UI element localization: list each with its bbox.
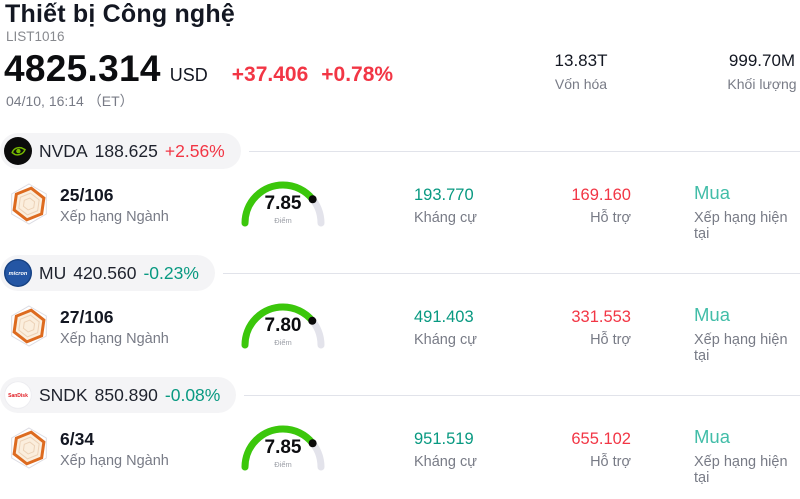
hexagon-rank-badge-icon: [11, 305, 47, 347]
score-gauge: 7.85 Điểm: [237, 417, 329, 479]
stock-header: micron MU 420.560 -0.23%: [0, 255, 800, 291]
resistance-value: 951.519: [414, 430, 474, 448]
stock-symbol: MU: [39, 262, 67, 283]
score-gauge: 7.85 Điểm: [237, 173, 329, 235]
divider-line: [248, 150, 800, 152]
support-column: 169.160 Hỗ trợ: [500, 186, 631, 226]
stock-symbol: SNDK: [39, 384, 88, 405]
svg-text:SanDisk: SanDisk: [8, 393, 28, 399]
resistance-label: Kháng cự: [414, 332, 477, 348]
resistance-column: 193.770 Kháng cự: [414, 186, 477, 226]
rating-label: Xếp hạng hiện tại: [694, 454, 788, 486]
support-label: Hỗ trợ: [590, 332, 631, 348]
page-title: Thiết bị Công nghệ: [5, 0, 235, 28]
stat-market-cap: 13.83T Vốn hóa: [531, 51, 631, 92]
rating-column: Mua Xếp hạng hiện tại: [694, 426, 800, 486]
stock-pill-sndk[interactable]: SanDisk SNDK 850.890 -0.08%: [0, 377, 237, 413]
rating-value: Mua: [694, 182, 730, 203]
stock-price: 850.890: [94, 384, 158, 405]
stock-section-sndk: SanDisk SNDK 850.890 -0.08%: [0, 377, 800, 499]
stock-change: +2.56%: [164, 140, 225, 161]
timestamp: 04/10, 16:14 （ET）: [6, 93, 134, 109]
support-value: 655.102: [571, 430, 631, 448]
resistance-value: 193.770: [414, 186, 474, 204]
divider-line: [244, 394, 800, 396]
sandisk-logo-icon: SanDisk: [4, 381, 32, 409]
support-label: Hỗ trợ: [590, 210, 631, 226]
sector-rank-value: 25/106: [60, 185, 114, 205]
sector-rank-block: 25/106 Xếp hạng Ngành: [8, 181, 169, 229]
stock-body: 25/106 Xếp hạng Ngành 7.85 Điểm 193.770 …: [0, 169, 800, 255]
gauge-arc-icon: [241, 181, 325, 227]
gauge-score-label: Điểm: [274, 338, 292, 347]
rating-value: Mua: [694, 426, 730, 447]
stock-section-nvda: NVDA 188.625 +2.56% 25/106 Xếp hạn: [0, 133, 800, 255]
stock-pill-mu[interactable]: micron MU 420.560 -0.23%: [0, 255, 215, 291]
stock-header: NVDA 188.625 +2.56%: [0, 133, 800, 169]
resistance-column: 951.519 Kháng cự: [414, 430, 477, 470]
nvidia-logo-icon: [4, 137, 32, 165]
sector-detail-page: Thiết bị Công nghệ LIST1016 4825.314 USD…: [0, 0, 800, 486]
score-gauge: 7.80 Điểm: [237, 295, 329, 357]
stock-header: SanDisk SNDK 850.890 -0.08%: [0, 377, 800, 413]
market-cap-value: 13.83T: [554, 51, 608, 70]
stock-body: 27/106 Xếp hạng Ngành 7.80 Điểm 491.403 …: [0, 291, 800, 377]
micron-logo-icon: micron: [4, 259, 32, 287]
gauge-score-label: Điểm: [274, 460, 292, 469]
svg-text:micron: micron: [9, 271, 28, 277]
volume-label: Khối lượng: [727, 76, 797, 92]
sector-rank-block: 27/106 Xếp hạng Ngành: [8, 303, 169, 351]
hexagon-rank-badge-icon: [11, 427, 47, 469]
stat-volume: 999.70M Khối lượng: [712, 51, 800, 92]
gauge-score: 7.85: [264, 193, 302, 214]
change-percent: +0.78%: [321, 63, 394, 86]
sector-rank-value: 27/106: [60, 307, 114, 327]
stock-symbol: NVDA: [39, 140, 88, 161]
resistance-label: Kháng cự: [414, 210, 477, 226]
rating-column: Mua Xếp hạng hiện tại: [694, 182, 800, 242]
sector-rank-label: Xếp hạng Ngành: [60, 453, 169, 469]
stock-section-mu: micron MU 420.560 -0.23% 27: [0, 255, 800, 377]
rating-value: Mua: [694, 304, 730, 325]
stock-price: 420.560: [73, 262, 137, 283]
support-label: Hỗ trợ: [590, 454, 631, 470]
currency-label: USD: [169, 65, 208, 85]
sector-rank-block: 6/34 Xếp hạng Ngành: [8, 425, 169, 473]
volume-value: 999.70M: [728, 51, 796, 70]
divider-line: [222, 272, 800, 274]
gauge-arc-icon: [241, 425, 325, 471]
resistance-label: Kháng cự: [414, 454, 477, 470]
sector-rank-value: 6/34: [60, 429, 95, 449]
gauge-score-label: Điểm: [274, 216, 292, 225]
sector-rank-label: Xếp hạng Ngành: [60, 209, 169, 225]
hexagon-rank-badge-icon: [11, 183, 47, 225]
gauge-score: 7.80: [264, 315, 302, 336]
stock-price: 188.625: [94, 140, 158, 161]
list-id: LIST1016: [6, 29, 65, 44]
price-row: 4825.314 USD +37.406 +0.78%: [4, 48, 393, 90]
rating-label: Xếp hạng hiện tại: [694, 210, 788, 242]
resistance-value: 491.403: [414, 308, 474, 326]
sector-rank-label: Xếp hạng Ngành: [60, 331, 169, 347]
gauge-score: 7.85: [264, 437, 302, 458]
index-price: 4825.314: [4, 48, 161, 89]
stock-change: -0.08%: [164, 384, 221, 405]
support-value: 169.160: [571, 186, 631, 204]
change-absolute: +37.406: [231, 63, 309, 86]
rating-column: Mua Xếp hạng hiện tại: [694, 304, 800, 364]
stock-pill-nvda[interactable]: NVDA 188.625 +2.56%: [0, 133, 241, 169]
stock-change: -0.23%: [143, 262, 199, 283]
resistance-column: 491.403 Kháng cự: [414, 308, 477, 348]
support-column: 331.553 Hỗ trợ: [500, 308, 631, 348]
gauge-arc-icon: [241, 303, 325, 349]
market-cap-label: Vốn hóa: [554, 76, 608, 92]
support-column: 655.102 Hỗ trợ: [500, 430, 631, 470]
support-value: 331.553: [571, 308, 631, 326]
stock-body: 6/34 Xếp hạng Ngành 7.85 Điểm 951.519 Kh…: [0, 413, 800, 499]
rating-label: Xếp hạng hiện tại: [694, 332, 788, 364]
